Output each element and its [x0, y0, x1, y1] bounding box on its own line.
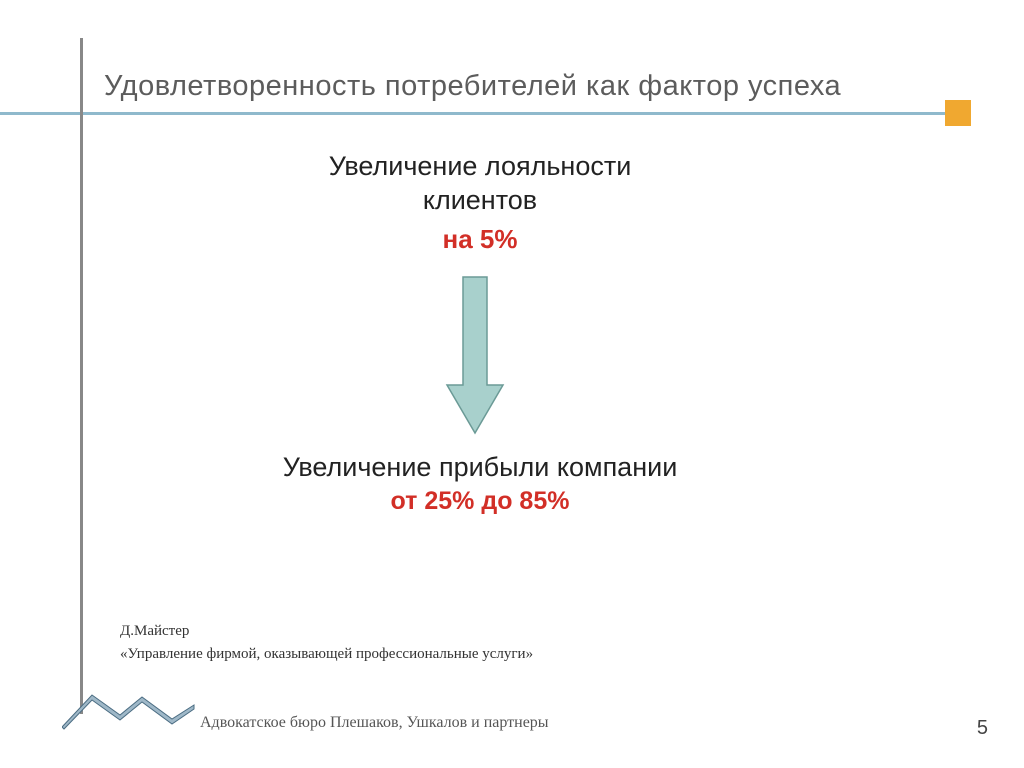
- profit-highlight: от 25% до 85%: [200, 487, 760, 516]
- top-block: Увеличение лояльности клиентов на 5%: [200, 150, 760, 255]
- citation: Д.Майстер «Управление фирмой, оказывающе…: [120, 620, 533, 665]
- page-number: 5: [977, 717, 988, 740]
- footer-logo-icon: [62, 687, 197, 742]
- accent-square: [945, 100, 971, 126]
- horizontal-divider: [0, 112, 970, 115]
- citation-book: «Управление фирмой, оказывающей професси…: [120, 643, 533, 666]
- bottom-block: Увеличение прибыли компании от 25% до 85…: [200, 450, 760, 516]
- loyalty-highlight: на 5%: [200, 224, 760, 255]
- vertical-divider: [80, 38, 83, 714]
- loyalty-line2: клиентов: [200, 184, 760, 218]
- slide-title: Удовлетворенность потребителей как факто…: [104, 70, 841, 103]
- down-arrow-icon: [445, 275, 505, 440]
- footer-text: Адвокатское бюро Плешаков, Ушкалов и пар…: [200, 714, 549, 732]
- citation-author: Д.Майстер: [120, 620, 533, 643]
- profit-line: Увеличение прибыли компании: [200, 450, 760, 485]
- loyalty-line1: Увеличение лояльности: [200, 150, 760, 184]
